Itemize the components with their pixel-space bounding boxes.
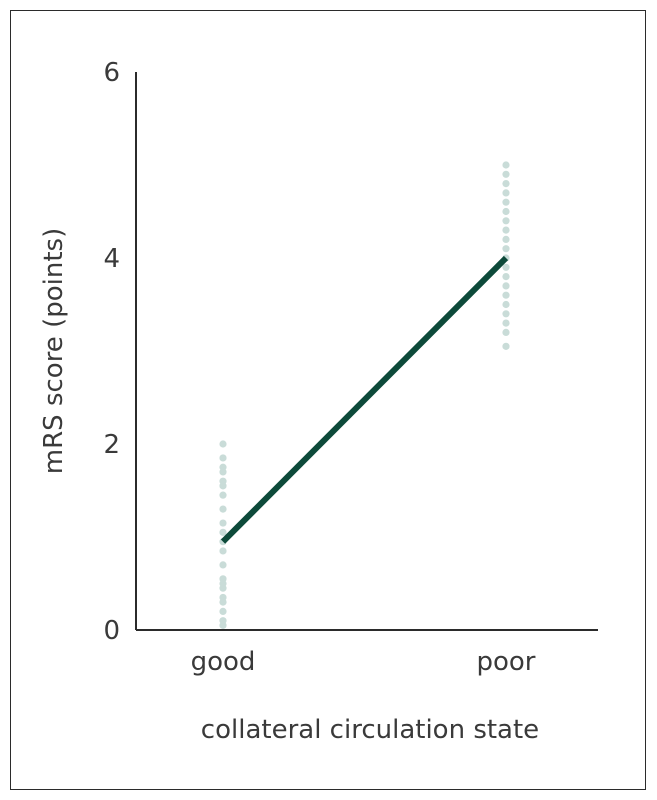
data-point [219,440,227,448]
data-point [502,300,510,309]
data-point [219,519,227,527]
data-point [219,617,227,625]
data-point [502,263,510,271]
data-point [219,561,227,569]
data-point [502,235,510,243]
data-point [219,547,227,555]
data-point [219,477,227,485]
data-point [502,291,510,299]
data-point [502,226,510,234]
data-point [219,575,227,583]
figure-frame [10,10,646,790]
y-tick-label: 4 [103,244,120,274]
line-layer [220,255,509,544]
data-point [502,180,510,188]
data-point [219,454,227,462]
y-axis-title: mRS score (points) [39,228,69,474]
data-point [219,491,227,499]
y-tick-label: 6 [103,58,120,88]
data-point [502,207,510,216]
x-tick-labels: good poor [191,647,536,677]
data-point [502,217,510,225]
data-point [502,273,510,281]
data-point [502,328,510,336]
data-point [219,505,227,513]
x-tick-label: good [191,647,256,677]
y-tick-label: 2 [103,430,120,460]
y-tick-labels: 0 2 4 6 [103,58,120,646]
data-point [502,170,510,178]
data-point [502,319,510,327]
data-point [502,189,510,197]
data-point [219,607,227,616]
data-point [502,245,510,253]
data-point [502,282,510,290]
data-point [219,528,227,536]
data-point [502,342,510,350]
data-point [219,463,227,471]
x-tick-label: poor [476,647,535,677]
x-axis-title: collateral circulation state [201,715,539,745]
points-layer [219,161,510,629]
data-point [502,198,510,206]
data-point [502,161,510,169]
y-tick-label: 0 [103,616,120,646]
series-line [220,255,509,544]
data-point [502,310,510,318]
data-point [219,593,227,602]
